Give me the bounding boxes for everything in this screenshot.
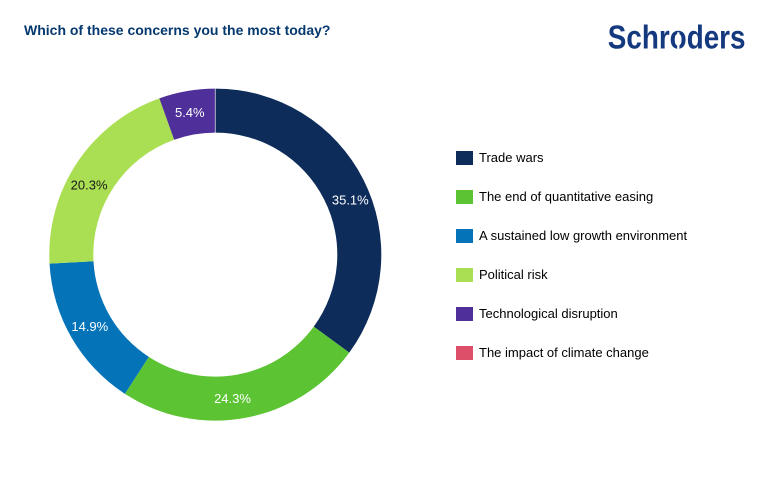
svg-text:14.9%: 14.9% bbox=[71, 319, 108, 334]
svg-text:5.4%: 5.4% bbox=[175, 105, 205, 120]
svg-text:20.3%: 20.3% bbox=[71, 178, 108, 193]
svg-text:Schroders: Schroders bbox=[608, 20, 746, 57]
svg-text:35.1%: 35.1% bbox=[332, 192, 369, 207]
svg-text:24.3%: 24.3% bbox=[214, 391, 251, 406]
